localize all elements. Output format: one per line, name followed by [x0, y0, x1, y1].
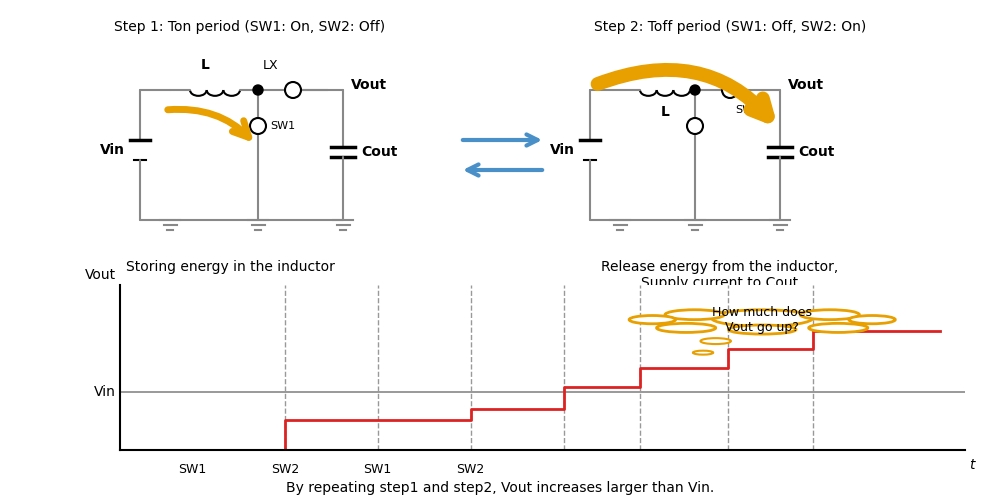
- Text: SW1: SW1: [178, 463, 206, 476]
- Text: SW1: SW1: [270, 121, 295, 131]
- Text: Vin: Vin: [100, 143, 125, 157]
- Text: L: L: [661, 105, 669, 119]
- Circle shape: [693, 350, 713, 354]
- Text: By repeating step1 and step2, Vout increases larger than Vin.: By repeating step1 and step2, Vout incre…: [286, 481, 714, 495]
- Ellipse shape: [800, 310, 859, 320]
- Text: Cout: Cout: [361, 145, 397, 159]
- Ellipse shape: [657, 324, 716, 332]
- Text: How much does
Vout go up?: How much does Vout go up?: [712, 306, 812, 334]
- Text: Release energy from the inductor,
Supply current to Cout: Release energy from the inductor, Supply…: [601, 260, 839, 290]
- Ellipse shape: [665, 310, 724, 320]
- Text: SW1: SW1: [364, 463, 392, 476]
- Text: Step 2: Toff period (SW1: Off, SW2: On): Step 2: Toff period (SW1: Off, SW2: On): [594, 20, 866, 34]
- Circle shape: [250, 118, 266, 134]
- Circle shape: [690, 85, 700, 95]
- Text: L: L: [201, 58, 209, 72]
- Text: Vin: Vin: [550, 143, 575, 157]
- Ellipse shape: [849, 316, 895, 324]
- Circle shape: [687, 118, 703, 134]
- Text: SW2: SW2: [271, 463, 299, 476]
- Circle shape: [701, 338, 731, 344]
- Text: Vout: Vout: [351, 78, 387, 92]
- Ellipse shape: [809, 324, 868, 332]
- Text: t: t: [969, 458, 975, 472]
- Circle shape: [253, 85, 263, 95]
- Text: Vout: Vout: [788, 78, 824, 92]
- Text: Vout: Vout: [85, 268, 116, 281]
- Ellipse shape: [712, 310, 813, 326]
- Text: Storing energy in the inductor: Storing energy in the inductor: [126, 260, 334, 274]
- Ellipse shape: [629, 316, 676, 324]
- Circle shape: [722, 82, 738, 98]
- Text: Vin: Vin: [94, 385, 116, 399]
- Ellipse shape: [728, 325, 796, 334]
- Text: SW2: SW2: [457, 463, 485, 476]
- Text: Step 1: Ton period (SW1: On, SW2: Off): Step 1: Ton period (SW1: On, SW2: Off): [114, 20, 386, 34]
- Text: LX: LX: [263, 59, 279, 72]
- Text: SW2: SW2: [735, 105, 760, 115]
- Text: Cout: Cout: [798, 145, 834, 159]
- Circle shape: [285, 82, 301, 98]
